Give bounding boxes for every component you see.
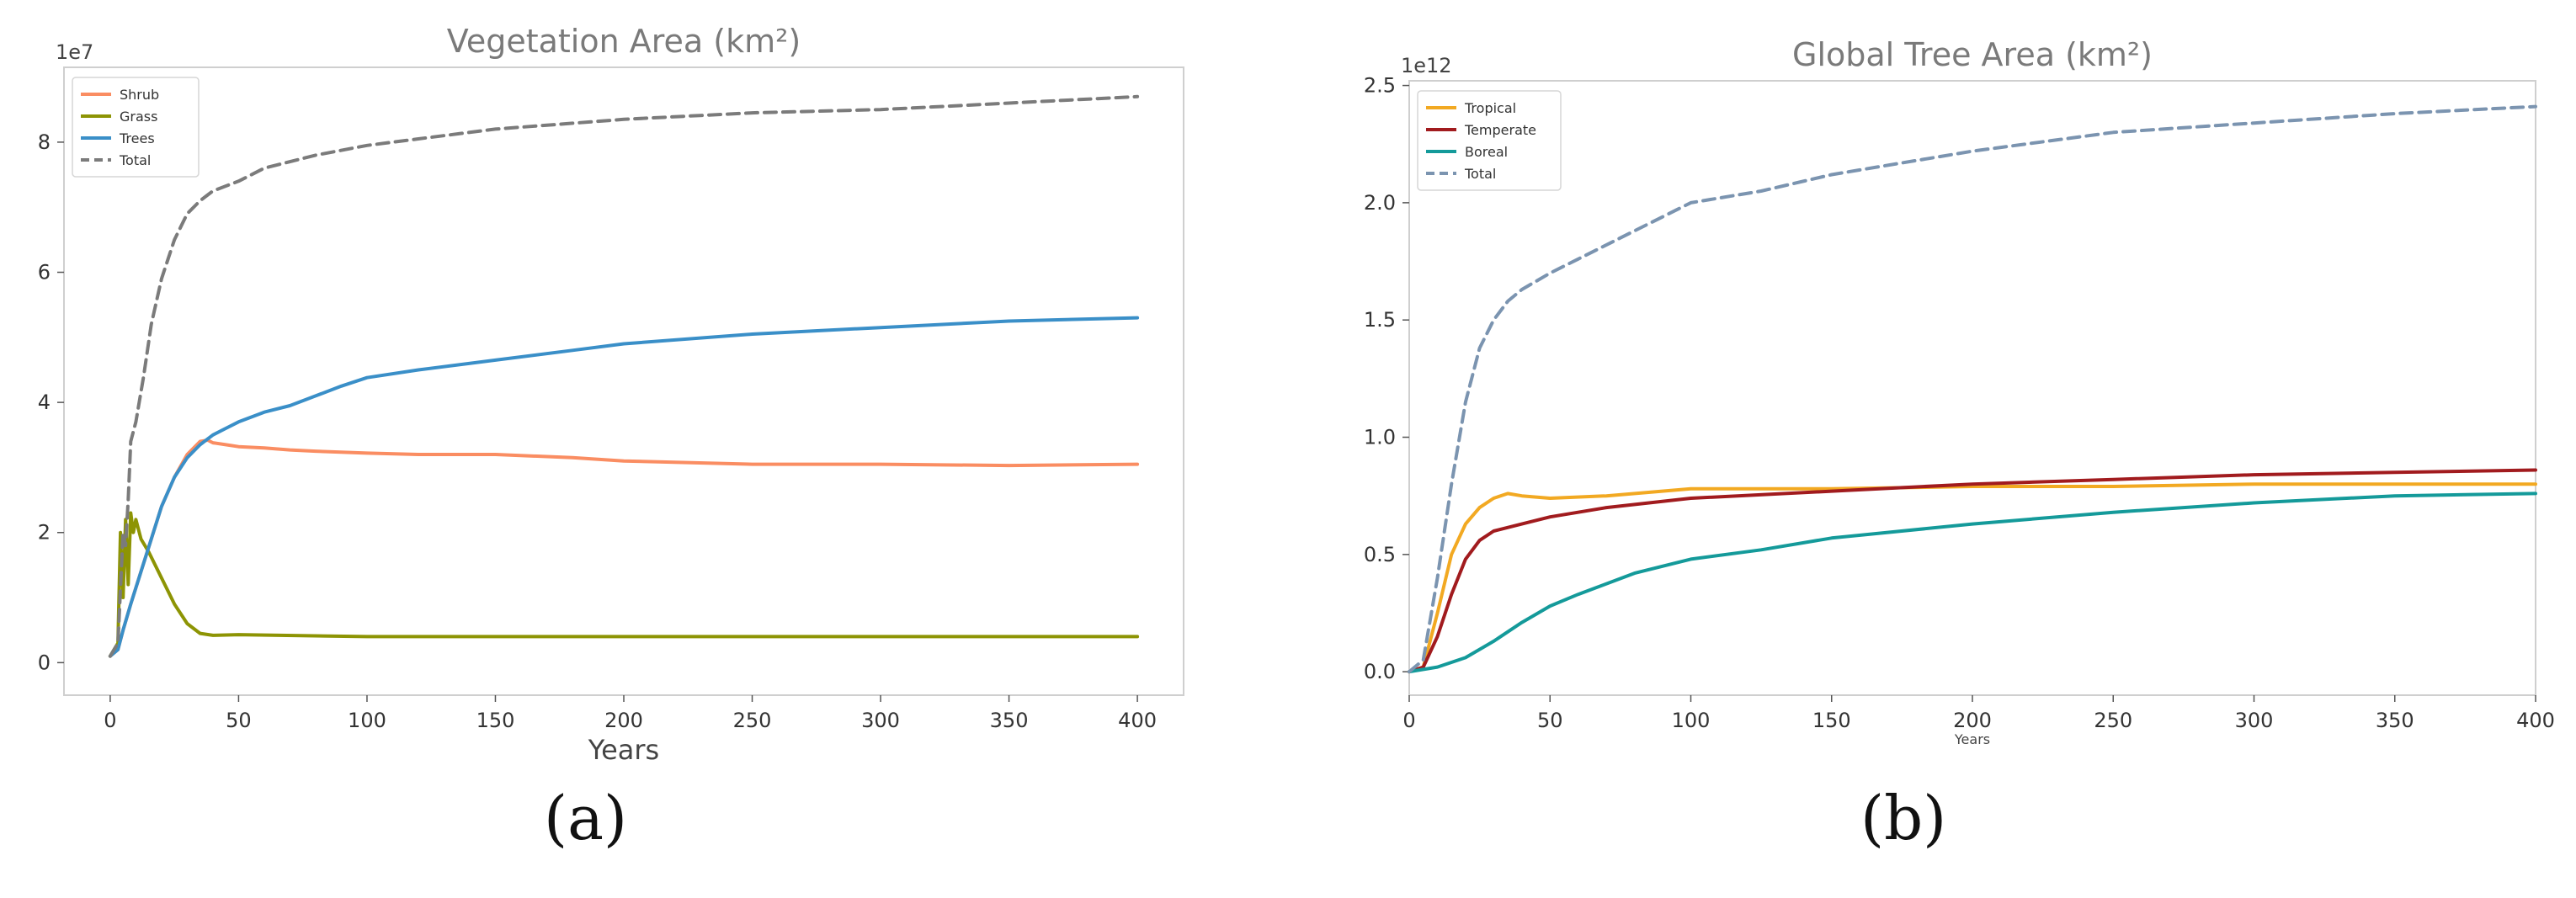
x-tick-label: 350 (990, 709, 1029, 732)
y-tick-label: 0.0 (1364, 660, 1396, 683)
x-tick-label: 300 (2235, 709, 2274, 732)
panel-caption-b: (b) (1860, 783, 1947, 853)
x-tick-label: 50 (226, 709, 252, 732)
x-tick-label: 100 (348, 709, 386, 732)
x-tick-label: 100 (1672, 709, 1711, 732)
y-tick-label: 8 (38, 130, 51, 154)
plot-frame (63, 66, 1184, 696)
x-tick-label: 300 (861, 709, 900, 732)
x-tick-label: 150 (476, 709, 515, 732)
x-tick-label: 150 (1812, 709, 1851, 732)
x-axis-label: Years (1954, 731, 1990, 747)
legend-label-total: Total (1464, 166, 1496, 182)
x-tick-label: 0 (104, 709, 116, 732)
legend-label-total: Total (119, 152, 151, 168)
x-tick-label: 400 (2516, 709, 2555, 732)
y-tick-label: 1.5 (1364, 308, 1396, 332)
y-tick-label: 4 (38, 391, 51, 414)
series-line-trees (108, 316, 1140, 658)
y-axis-multiplier: 1e7 (56, 40, 93, 64)
x-tick-label: 200 (604, 709, 643, 732)
series-line-shrub (108, 438, 1140, 658)
y-tick-label: 6 (38, 261, 51, 284)
x-tick-label: 400 (1118, 709, 1157, 732)
y-tick-label: 0 (38, 651, 51, 674)
chart-title: Global Tree Area (km²) (1792, 36, 2153, 73)
series-line-tropical (1408, 482, 2537, 674)
legend-label-tropical: Tropical (1464, 100, 1516, 116)
chart-title: Vegetation Area (km²) (447, 23, 801, 60)
x-tick-label: 50 (1537, 709, 1563, 732)
legend-label-grass: Grass (120, 109, 157, 125)
legend-box (1417, 90, 1562, 191)
series-line-temperate (1408, 468, 2537, 674)
y-axis-multiplier: 1e12 (1401, 54, 1452, 77)
legend-label-temperate: Temperate (1464, 122, 1536, 138)
plot-frame (1408, 80, 2536, 696)
x-tick-label: 0 (1402, 709, 1415, 732)
series-line-boreal (1408, 492, 2537, 674)
x-axis-label: Years (588, 734, 659, 766)
x-tick-label: 250 (733, 709, 772, 732)
y-tick-label: 1.0 (1364, 426, 1396, 449)
legend-box (72, 77, 200, 178)
y-tick-label: 2 (38, 521, 51, 545)
legend-label-trees: Trees (119, 130, 155, 146)
x-tick-label: 250 (2094, 709, 2132, 732)
y-tick-label: 2.0 (1364, 191, 1396, 215)
x-tick-label: 350 (2376, 709, 2414, 732)
y-tick-label: 2.5 (1364, 74, 1396, 98)
x-tick-label: 200 (1953, 709, 1992, 732)
y-tick-label: 0.5 (1364, 543, 1396, 566)
legend-label-shrub: Shrub (120, 87, 159, 103)
legend-label-boreal: Boreal (1465, 144, 1508, 160)
panel-caption-a: (a) (544, 783, 628, 853)
series-line-grass (108, 511, 1140, 658)
series-line-total (1408, 104, 2537, 674)
series-line-total (108, 94, 1140, 658)
